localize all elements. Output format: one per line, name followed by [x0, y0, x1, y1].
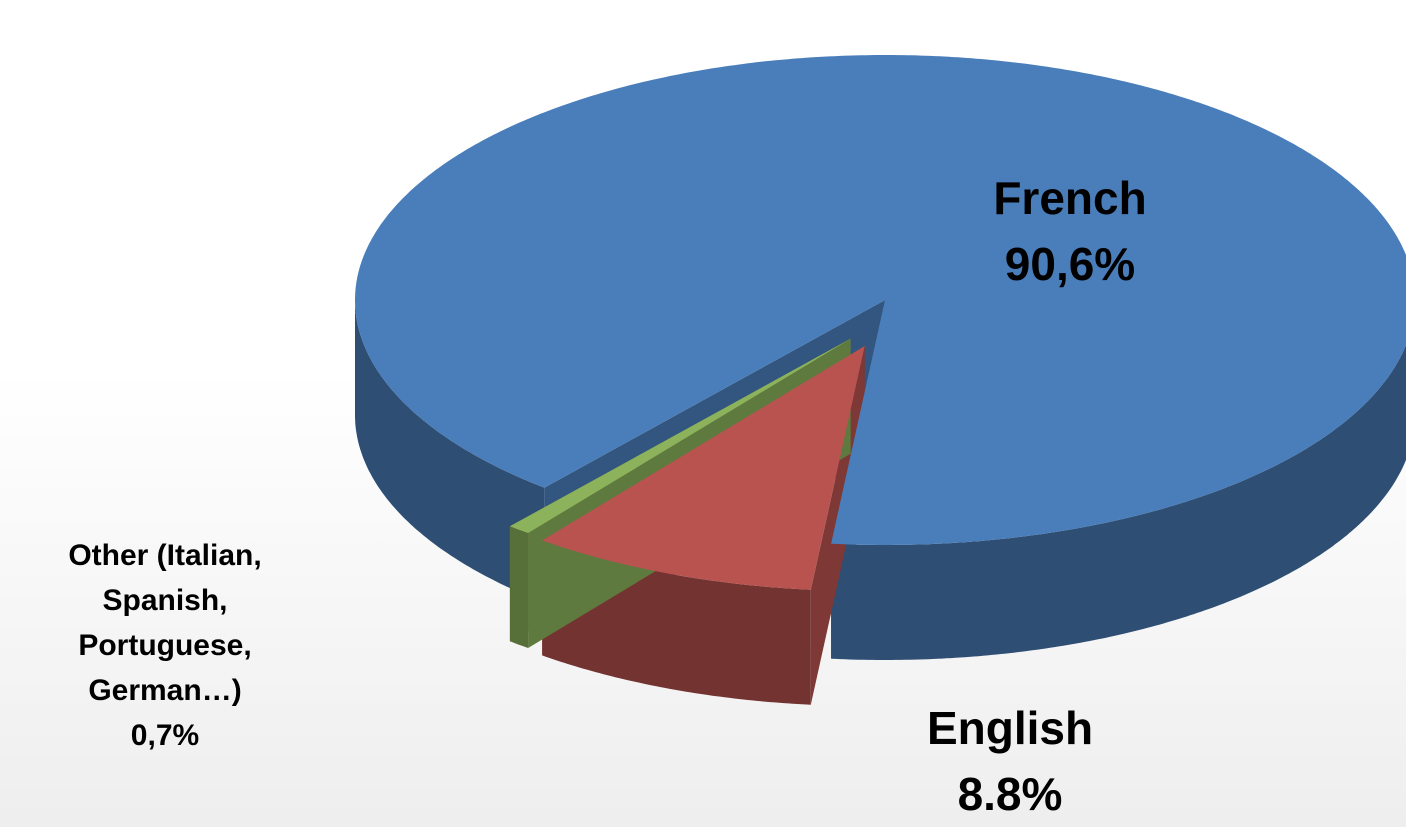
value-label: 8.8% — [957, 768, 1063, 820]
value-label: 90,6% — [1004, 238, 1136, 290]
slice — [509, 338, 851, 533]
slice-side — [355, 300, 545, 603]
slice-label: French 90,6% — [960, 165, 1180, 297]
slice-label: English 8.8% — [900, 695, 1120, 827]
value-label: 0,7% — [130, 719, 200, 752]
slice-side — [509, 526, 529, 648]
category-label: French — [993, 172, 1147, 224]
slice — [355, 55, 1406, 545]
slice — [542, 346, 865, 590]
category-label: English — [926, 702, 1094, 754]
slice-side — [831, 344, 1406, 660]
category-label: Other (Italian, Spanish, Portuguese, Ger… — [68, 539, 262, 707]
slice-label: Other (Italian, Spanish, Portuguese, Ger… — [15, 533, 315, 758]
